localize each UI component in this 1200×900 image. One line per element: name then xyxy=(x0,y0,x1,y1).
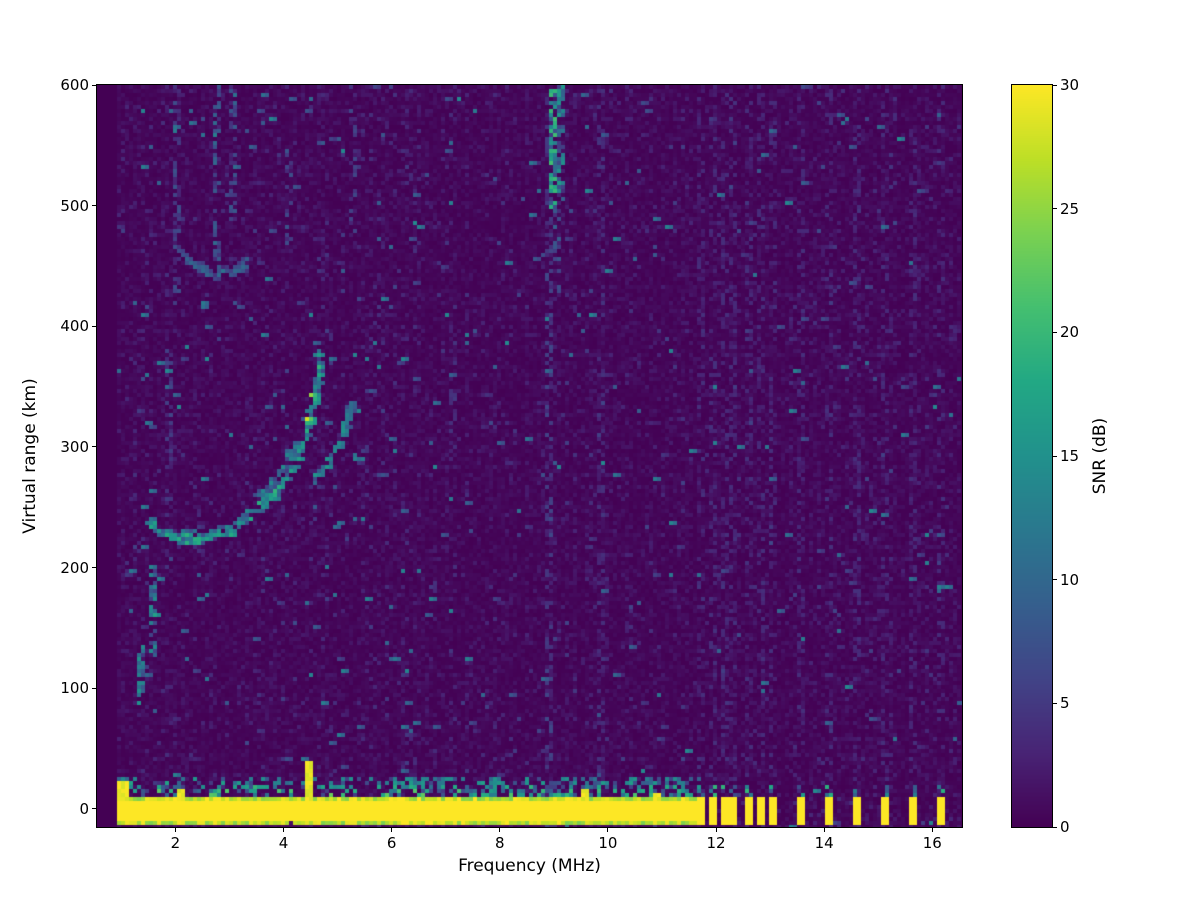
y-tick-label: 300 xyxy=(60,437,89,456)
colorbar-tick xyxy=(1053,455,1057,457)
x-tick xyxy=(283,828,285,832)
x-tick-label: 14 xyxy=(814,834,834,852)
colorbar xyxy=(1011,84,1053,828)
colorbar-tick-label: 0 xyxy=(1060,818,1070,836)
colorbar-tick-label: 30 xyxy=(1060,76,1080,94)
colorbar-tick xyxy=(1053,208,1057,210)
x-tick xyxy=(931,828,933,832)
colorbar-tick-label: 10 xyxy=(1060,570,1080,589)
x-tick-label: 8 xyxy=(494,834,505,852)
x-tick-label: 6 xyxy=(386,834,397,852)
y-tick xyxy=(92,325,96,327)
y-tick xyxy=(92,84,96,86)
colorbar-tick xyxy=(1053,702,1057,704)
x-tick-label: 10 xyxy=(598,834,618,852)
y-tick-label: 100 xyxy=(60,679,89,698)
y-tick-label: 500 xyxy=(60,196,89,215)
y-tick xyxy=(92,567,96,569)
y-tick-label: 0 xyxy=(79,799,89,818)
y-tick xyxy=(92,808,96,810)
colorbar-tick xyxy=(1053,826,1057,828)
y-tick-label: 600 xyxy=(60,76,89,94)
y-axis-label: Virtual range (km) xyxy=(20,378,40,534)
y-tick xyxy=(92,687,96,689)
colorbar-tick-label: 20 xyxy=(1060,323,1080,342)
colorbar-tick xyxy=(1053,331,1057,333)
x-axis-label: Frequency (MHz) xyxy=(458,856,601,876)
y-tick xyxy=(92,446,96,448)
x-tick-label: 12 xyxy=(706,834,726,852)
x-tick xyxy=(715,828,717,832)
x-tick xyxy=(174,828,176,832)
y-tick-label: 400 xyxy=(60,317,89,336)
x-tick-label: 16 xyxy=(922,834,942,852)
y-tick xyxy=(92,205,96,207)
ionogram-heatmap-canvas xyxy=(97,85,962,827)
y-tick-label: 200 xyxy=(60,558,89,577)
plot-area xyxy=(96,84,963,828)
x-tick xyxy=(607,828,609,832)
colorbar-gradient-canvas xyxy=(1012,85,1052,827)
x-tick xyxy=(499,828,501,832)
x-tick-label: 4 xyxy=(278,834,289,852)
colorbar-tick-label: 15 xyxy=(1060,447,1080,465)
colorbar-tick-label: 25 xyxy=(1060,199,1080,218)
x-tick xyxy=(391,828,393,832)
colorbar-tick-label: 5 xyxy=(1060,694,1070,713)
colorbar-tick xyxy=(1053,84,1057,86)
colorbar-tick xyxy=(1053,579,1057,581)
x-tick xyxy=(823,828,825,832)
x-tick-label: 2 xyxy=(170,834,181,852)
